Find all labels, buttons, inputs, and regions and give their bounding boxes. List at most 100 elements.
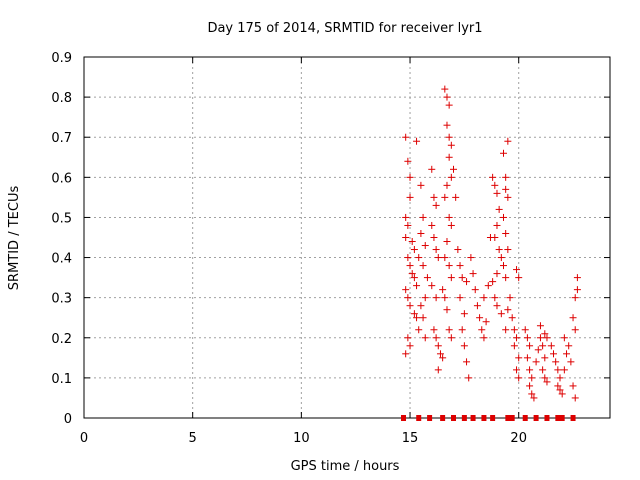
data-point — [456, 294, 464, 302]
data-point — [499, 262, 507, 270]
data-point — [417, 181, 425, 189]
data-point — [419, 213, 427, 221]
zero-value-marker — [505, 415, 511, 421]
grid-lines — [84, 57, 610, 418]
zero-value-marker — [401, 415, 407, 421]
data-point — [406, 173, 414, 181]
data-point — [402, 234, 410, 241]
data-point — [571, 294, 579, 302]
data-point — [502, 185, 510, 193]
data-point — [450, 165, 458, 173]
data-point — [491, 181, 499, 189]
zero-value-marker — [470, 415, 476, 421]
data-point — [428, 282, 436, 290]
data-point — [526, 382, 534, 390]
y-tick-label: 0.9 — [51, 51, 72, 66]
data-point — [491, 294, 499, 302]
zero-value-marker — [461, 415, 467, 421]
data-point — [489, 173, 497, 181]
data-point — [565, 342, 573, 350]
data-point — [419, 314, 427, 322]
data-point — [432, 334, 440, 342]
data-point — [454, 246, 462, 254]
data-point — [417, 229, 425, 237]
plot-frame — [83, 56, 611, 419]
data-point — [554, 366, 562, 374]
data-point — [523, 354, 531, 362]
y-tick-label: 0.4 — [51, 252, 72, 267]
x-tick-label: 10 — [293, 431, 310, 446]
data-point — [536, 334, 544, 342]
data-point — [495, 246, 503, 254]
y-tick-label: 0.8 — [51, 91, 72, 106]
y-tick-label: 0.5 — [51, 211, 72, 226]
data-point — [513, 334, 521, 342]
data-point — [463, 358, 471, 366]
data-point — [404, 334, 412, 342]
data-point — [463, 278, 471, 286]
zero-value-marker — [559, 415, 565, 421]
data-point — [552, 358, 560, 366]
zero-value-marker — [481, 415, 487, 421]
data-point — [417, 302, 425, 310]
data-point — [528, 374, 536, 382]
data-point — [471, 286, 479, 294]
data-point — [447, 274, 455, 282]
data-point — [423, 274, 431, 282]
data-point — [406, 342, 414, 350]
data-point — [476, 314, 484, 322]
data-point — [502, 173, 510, 181]
data-point — [541, 374, 549, 382]
data-point — [513, 366, 521, 374]
data-point — [419, 262, 427, 270]
data-point — [445, 153, 453, 161]
zero-value-marker — [440, 415, 446, 421]
data-point — [554, 382, 562, 390]
data-point — [573, 274, 581, 282]
data-point — [571, 326, 579, 334]
data-point — [410, 246, 418, 254]
y-tick-label: 0.7 — [51, 131, 72, 146]
data-point — [413, 314, 421, 322]
data-point — [491, 234, 499, 241]
data-point — [493, 302, 501, 310]
data-point — [458, 274, 466, 282]
data-point — [569, 382, 577, 390]
data-point — [434, 342, 442, 350]
data-point — [513, 266, 521, 274]
data-point — [428, 221, 436, 229]
data-point — [530, 394, 538, 402]
data-point — [443, 238, 451, 246]
data-point — [460, 310, 468, 318]
data-point — [539, 366, 547, 374]
data-point — [504, 246, 512, 254]
data-point — [430, 193, 438, 201]
data-point — [402, 286, 410, 294]
data-point — [439, 354, 447, 362]
data-point — [497, 254, 505, 262]
data-point — [528, 390, 536, 398]
data-point — [436, 350, 444, 358]
data-point — [560, 334, 568, 342]
data-point — [497, 310, 505, 318]
data-point — [404, 294, 412, 302]
data-point — [441, 193, 449, 201]
data-point — [499, 149, 507, 157]
data-point — [469, 270, 477, 278]
data-point — [460, 342, 468, 350]
y-tick-label: 0 — [64, 412, 72, 427]
data-point — [510, 326, 518, 334]
data-point — [473, 302, 481, 310]
data-point — [495, 205, 503, 213]
data-points — [401, 85, 581, 421]
zero-value-marker — [555, 415, 561, 421]
x-axis-ticks: 0 5 10 15 20 — [80, 57, 527, 446]
data-point — [504, 306, 512, 314]
zero-value-marker — [533, 415, 539, 421]
data-point — [515, 274, 523, 282]
data-point — [563, 350, 571, 358]
data-point — [489, 278, 497, 286]
zero-value-marker — [509, 415, 515, 421]
data-point — [421, 242, 429, 250]
